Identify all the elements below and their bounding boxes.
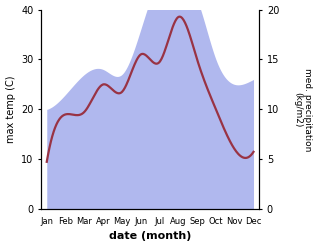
Y-axis label: max temp (C): max temp (C): [5, 76, 16, 143]
Y-axis label: med. precipitation
(kg/m2): med. precipitation (kg/m2): [293, 68, 313, 151]
X-axis label: date (month): date (month): [109, 231, 191, 242]
